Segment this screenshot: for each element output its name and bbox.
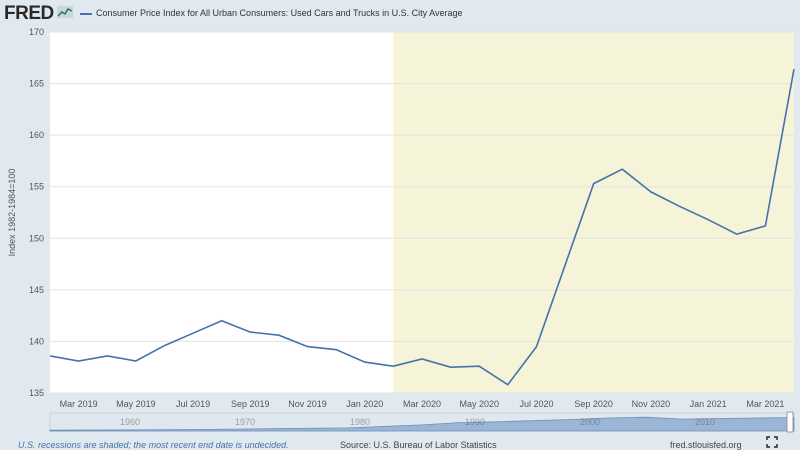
navigator-decade-label: 1990 bbox=[465, 417, 485, 427]
legend-series-label[interactable]: Consumer Price Index for All Urban Consu… bbox=[96, 8, 463, 18]
y-tick-label: 135 bbox=[29, 388, 44, 398]
y-tick-label: 160 bbox=[29, 130, 44, 140]
range-navigator[interactable]: 1960197019801990200020102020 bbox=[49, 411, 800, 433]
y-tick-label: 165 bbox=[29, 79, 44, 89]
y-tick-label: 150 bbox=[29, 233, 44, 243]
y-tick-label: 140 bbox=[29, 336, 44, 346]
y-tick-label: 170 bbox=[29, 27, 44, 37]
chart-header: FRED Consumer Price Index for All Urban … bbox=[0, 0, 800, 28]
x-tick-label: Sep 2020 bbox=[574, 399, 613, 409]
x-tick-label: Jan 2021 bbox=[690, 399, 727, 409]
fred-logo[interactable]: FRED bbox=[4, 3, 54, 24]
x-tick-label: Nov 2019 bbox=[288, 399, 327, 409]
recession-shade bbox=[393, 32, 794, 393]
x-tick-label: Sep 2019 bbox=[231, 399, 270, 409]
fullscreen-icon[interactable] bbox=[766, 436, 778, 448]
y-tick-label: 145 bbox=[29, 285, 44, 295]
x-tick-label: Mar 2020 bbox=[403, 399, 441, 409]
navigator-decade-label: 1980 bbox=[350, 417, 370, 427]
y-tick-label: 155 bbox=[29, 182, 44, 192]
navigator-decade-label: 2000 bbox=[580, 417, 600, 427]
recession-note: U.S. recessions are shaded; the most rec… bbox=[18, 440, 289, 450]
x-tick-label: May 2019 bbox=[116, 399, 156, 409]
legend-line-swatch bbox=[80, 13, 92, 15]
navigator-decade-label: 1960 bbox=[120, 417, 140, 427]
x-tick-label: Jan 2020 bbox=[346, 399, 383, 409]
site-link[interactable]: fred.stlouisfed.org bbox=[670, 440, 742, 450]
navigator-handle[interactable] bbox=[786, 411, 794, 433]
x-tick-label: Jul 2020 bbox=[519, 399, 553, 409]
y-axis-title: Index 1982-1984=100 bbox=[7, 169, 17, 257]
x-tick-label: Mar 2019 bbox=[60, 399, 98, 409]
x-tick-label: Mar 2021 bbox=[746, 399, 784, 409]
source-credit: Source: U.S. Bureau of Labor Statistics bbox=[340, 440, 497, 450]
navigator-decade-label: 1970 bbox=[235, 417, 255, 427]
x-tick-label: May 2020 bbox=[459, 399, 499, 409]
x-tick-label: Nov 2020 bbox=[632, 399, 671, 409]
navigator-area bbox=[49, 416, 795, 432]
fred-logo-graph-icon bbox=[57, 6, 73, 18]
navigator-decade-label: 2010 bbox=[695, 417, 715, 427]
x-tick-label: Jul 2019 bbox=[176, 399, 210, 409]
series-line[interactable] bbox=[49, 68, 795, 386]
